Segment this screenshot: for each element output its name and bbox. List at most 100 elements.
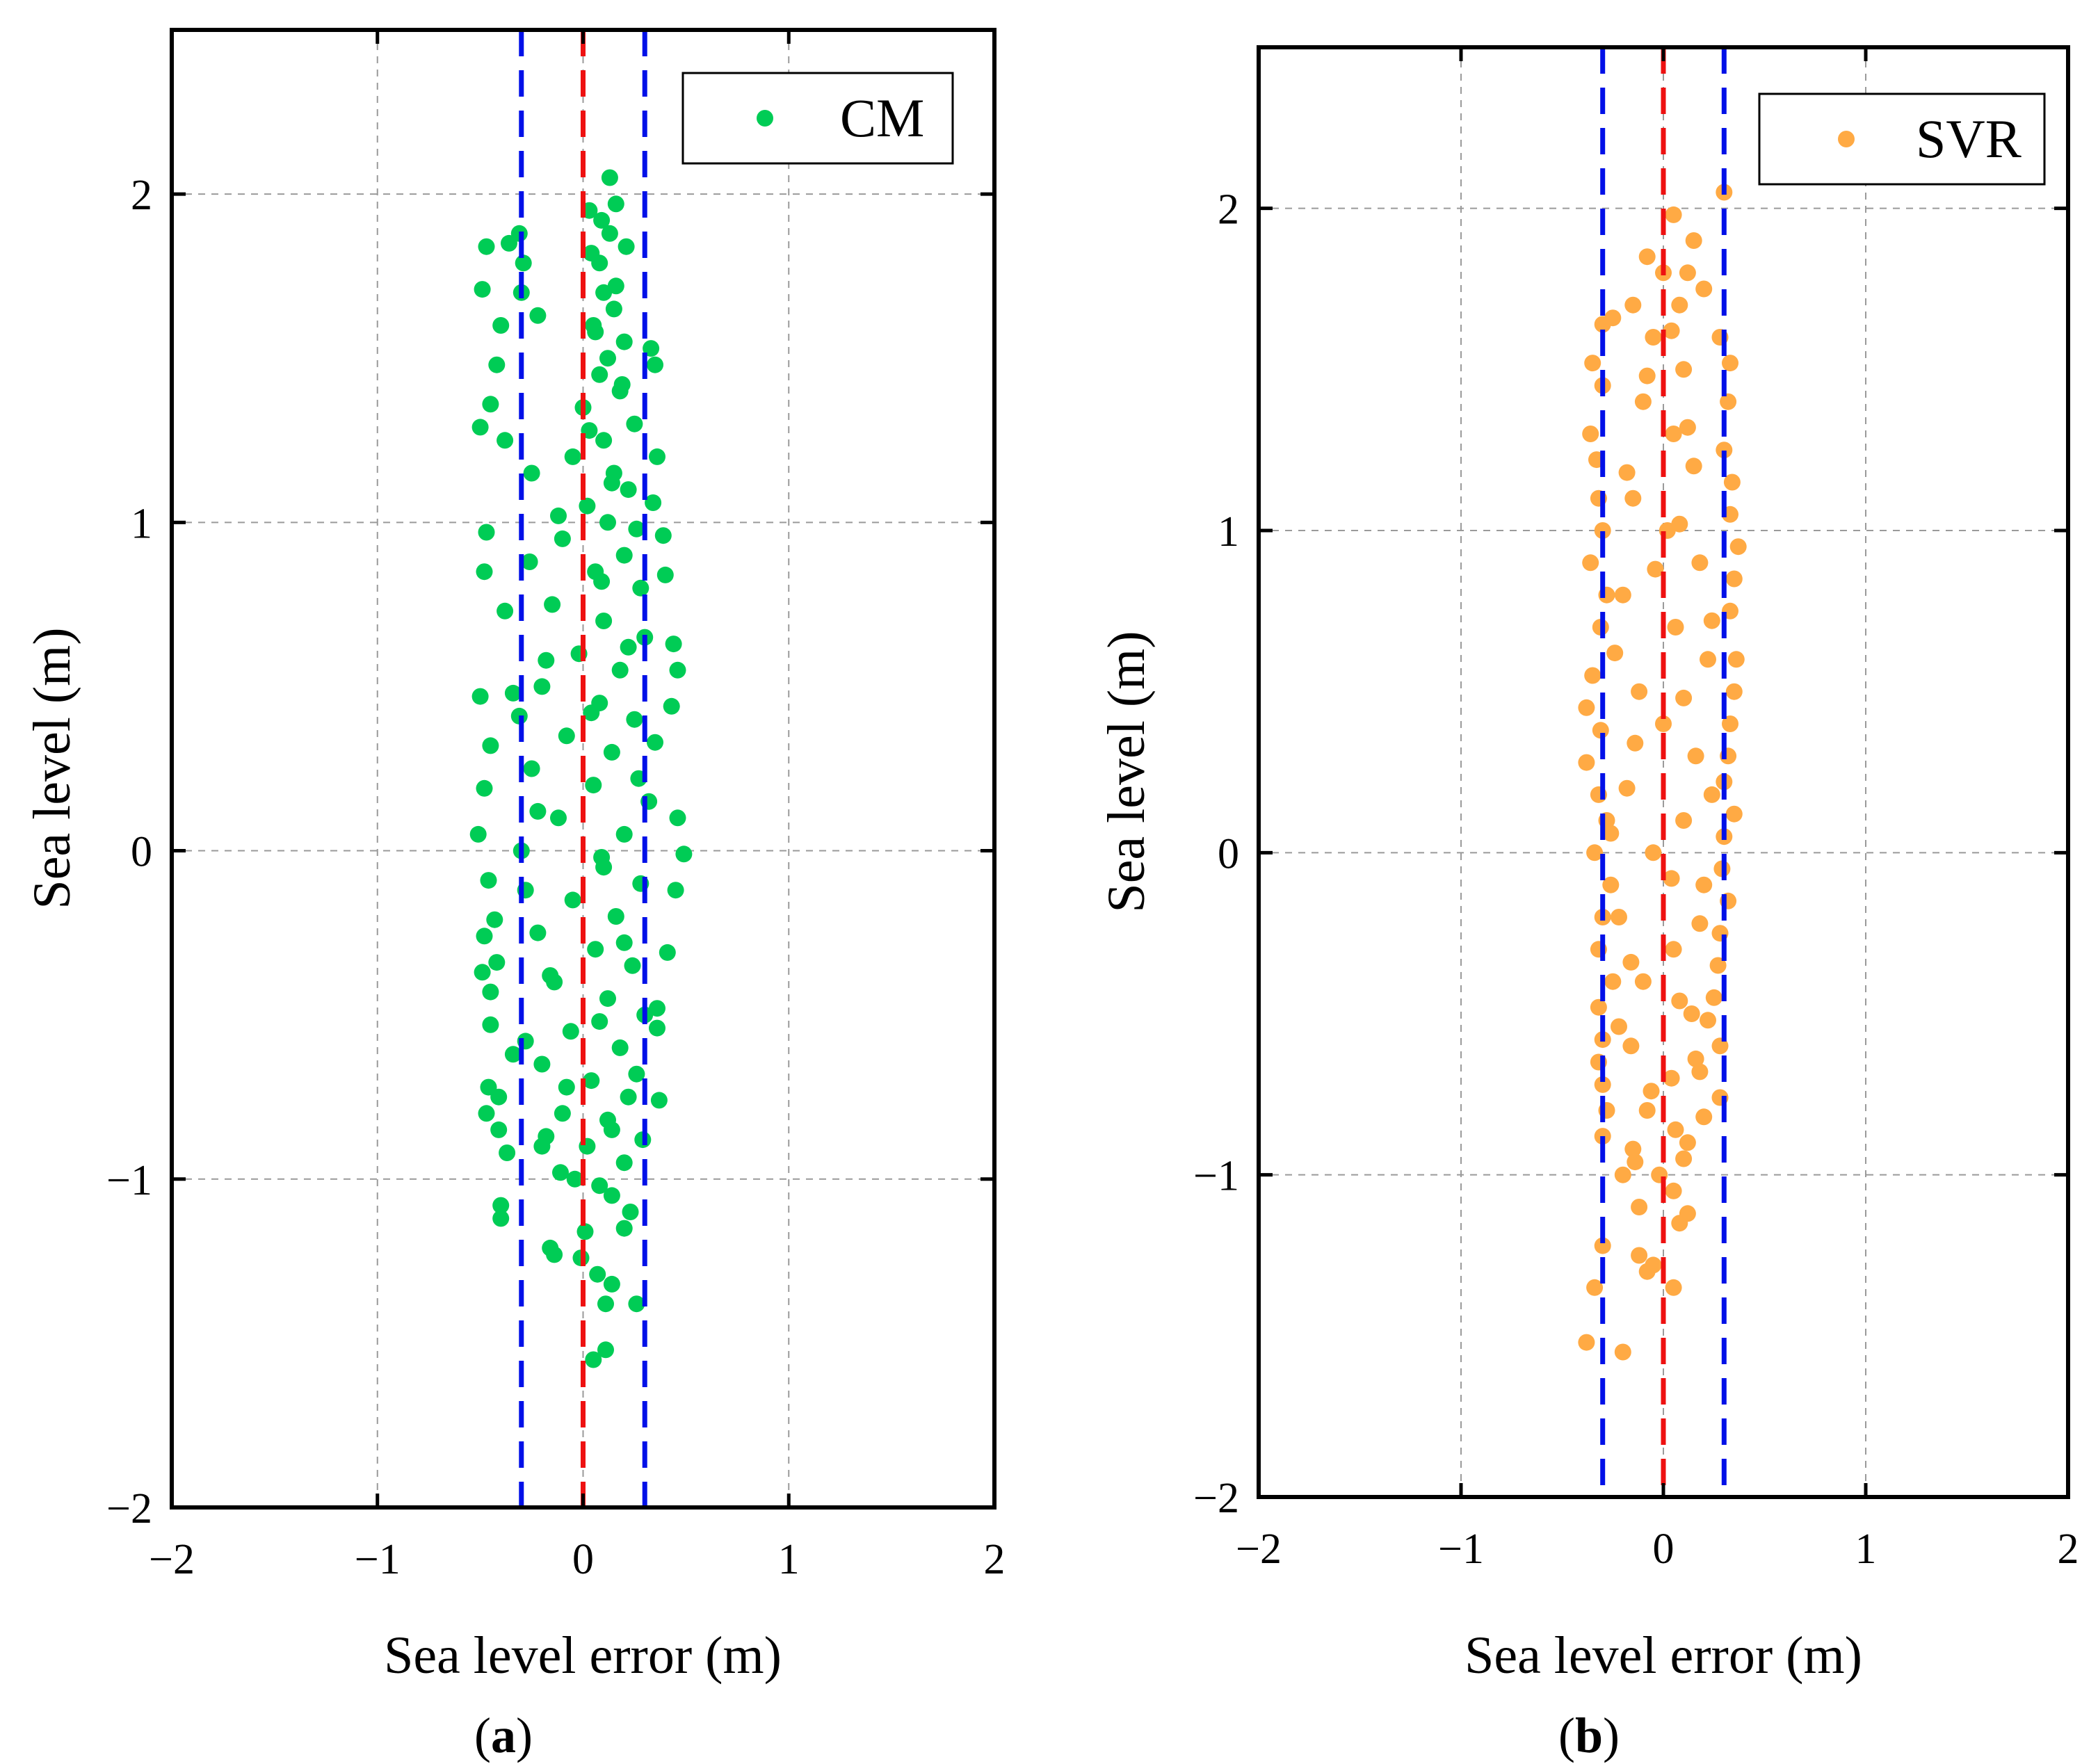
panel-a-point-54	[490, 1088, 508, 1106]
panel-a-point-61	[552, 1164, 569, 1181]
panel-b-legend-box	[1758, 92, 2046, 186]
panel-a-caption-letter: a	[491, 1708, 516, 1763]
panel-b-point-30	[1578, 699, 1595, 716]
panel-a-point-73	[628, 1295, 645, 1313]
panel-b-point-59	[1695, 1108, 1713, 1126]
panel-a-point-37	[476, 779, 493, 797]
panel-a-point-66	[615, 1220, 633, 1237]
panel-b-xtick-label-1: −1	[1438, 1526, 1484, 1573]
panel-a-ticks	[170, 30, 996, 1510]
panel-a-point-153	[628, 1065, 645, 1083]
panel-a-point-87	[564, 448, 581, 465]
panel-b-point-49	[1705, 989, 1722, 1006]
panel-b-x-axis-title: Sea level error (m)	[1464, 1626, 1862, 1685]
panel-b-point-111	[1703, 612, 1720, 629]
panel-b-point-74	[1578, 1334, 1595, 1351]
panel-b-point-55	[1691, 1063, 1709, 1081]
panel-b-point-88	[1700, 651, 1716, 668]
panel-a-point-100	[611, 661, 629, 679]
panel-a-caption-open: (	[474, 1708, 491, 1763]
panel-a-point-11	[515, 254, 532, 272]
panel-a-point-151	[591, 1013, 608, 1030]
panel-b-point-61	[1624, 1140, 1642, 1158]
panel-a-point-109	[550, 809, 567, 827]
panel-a-point-21	[649, 448, 665, 465]
panel-b-point-95	[1695, 876, 1713, 893]
panel-a-point-0	[601, 169, 618, 186]
panel-a-point-82	[591, 366, 608, 383]
panel-b-point-3	[1638, 248, 1656, 266]
panel-b-point-80	[1634, 393, 1652, 410]
panel-a: −2 −1 0 1 2 −2 −1 0 1 2 CM Sea level error (m) S…	[23, 28, 1006, 1763]
panel-a-point-76	[585, 1351, 602, 1368]
panel-a-point-140	[521, 553, 538, 570]
panel-b-point-101	[1663, 1069, 1680, 1087]
panel-a-ytick-label-2: 0	[131, 829, 152, 876]
panel-a-point-101	[533, 678, 551, 695]
panel-b-ticks	[1257, 47, 2070, 1499]
panel-a-xtick-labels: −2 −1 0 1 2	[149, 1536, 1005, 1583]
panel-b-legend-marker	[1838, 131, 1855, 147]
panel-a-point-86	[595, 432, 613, 449]
panel-a-point-142	[538, 652, 555, 669]
panel-a-point-149	[615, 934, 633, 951]
panel-a-point-139	[593, 573, 611, 590]
panel-b-caption: (b)	[1558, 1708, 1620, 1763]
panel-a-point-58	[499, 1144, 516, 1161]
panel-a-point-40	[675, 845, 693, 863]
panel-a-point-92	[554, 530, 571, 547]
panel-a-point-78	[605, 300, 622, 318]
panel-b-point-20	[1594, 522, 1611, 539]
panel-a-point-143	[583, 704, 600, 722]
panel-a-point-47	[474, 964, 491, 981]
panel-a-point-12	[474, 281, 491, 298]
panel-b-point-11	[1722, 355, 1738, 372]
panel-a-xtick-label-4: 2	[984, 1536, 1006, 1583]
panel-a-point-89	[620, 481, 637, 499]
panel-a-point-144	[504, 684, 522, 702]
panel-a-point-150	[542, 967, 559, 984]
panel-a-caption: (a)	[474, 1708, 533, 1763]
panel-b-point-53	[1711, 1037, 1729, 1055]
panel-b-point-73	[1665, 1279, 1682, 1296]
panel-a-x-axis-title: Sea level error (m)	[384, 1626, 782, 1685]
panel-b-ytick-label-3: 1	[1218, 508, 1239, 556]
panel-b-point-90	[1655, 715, 1672, 732]
panel-b-point-85	[1691, 554, 1709, 572]
panel-b-point-50	[1590, 998, 1607, 1016]
panel-b-point-14	[1582, 426, 1599, 442]
panel-a-point-96	[544, 596, 561, 613]
panel-a-point-48	[482, 983, 499, 1001]
panel-b-point-42	[1602, 876, 1620, 893]
panel-b-point-4	[1679, 264, 1696, 282]
panel-b-point-29	[1725, 683, 1743, 700]
panel-b-point-115	[1703, 786, 1720, 803]
panel-b-legend-label: SVR	[1916, 108, 2022, 169]
panel-a-xtick-label-3: 1	[778, 1536, 800, 1583]
panel-a-point-51	[649, 1019, 665, 1037]
panel-a-point-104	[558, 727, 575, 745]
panel-b-point-67	[1671, 1215, 1688, 1232]
panel-a-point-127	[554, 1105, 571, 1122]
panel-a-point-15	[529, 307, 547, 324]
panel-a-point-154	[558, 1078, 575, 1096]
panel-a-point-7	[478, 238, 495, 255]
panel-a-point-124	[533, 1055, 551, 1073]
panel-b-point-1	[1665, 206, 1682, 223]
panel-a-point-4	[601, 225, 618, 242]
panel-b-point-125	[1627, 1154, 1644, 1171]
panel-b-point-37	[1725, 805, 1743, 823]
panel-a-point-30	[665, 636, 682, 653]
panel-b-point-79	[1675, 361, 1693, 378]
panel-b-point-27	[1727, 651, 1745, 668]
panel-a-point-80	[615, 333, 633, 350]
panel-a-point-65	[492, 1210, 510, 1227]
panel-b-point-110	[1647, 560, 1664, 578]
panel-a-point-75	[597, 1341, 614, 1359]
panel-b-point-103	[1679, 1134, 1696, 1151]
panel-a-point-6	[501, 234, 517, 252]
panel-a-point-27	[476, 563, 493, 581]
panel-a-point-146	[529, 802, 547, 820]
panel-a-point-19	[482, 396, 499, 413]
